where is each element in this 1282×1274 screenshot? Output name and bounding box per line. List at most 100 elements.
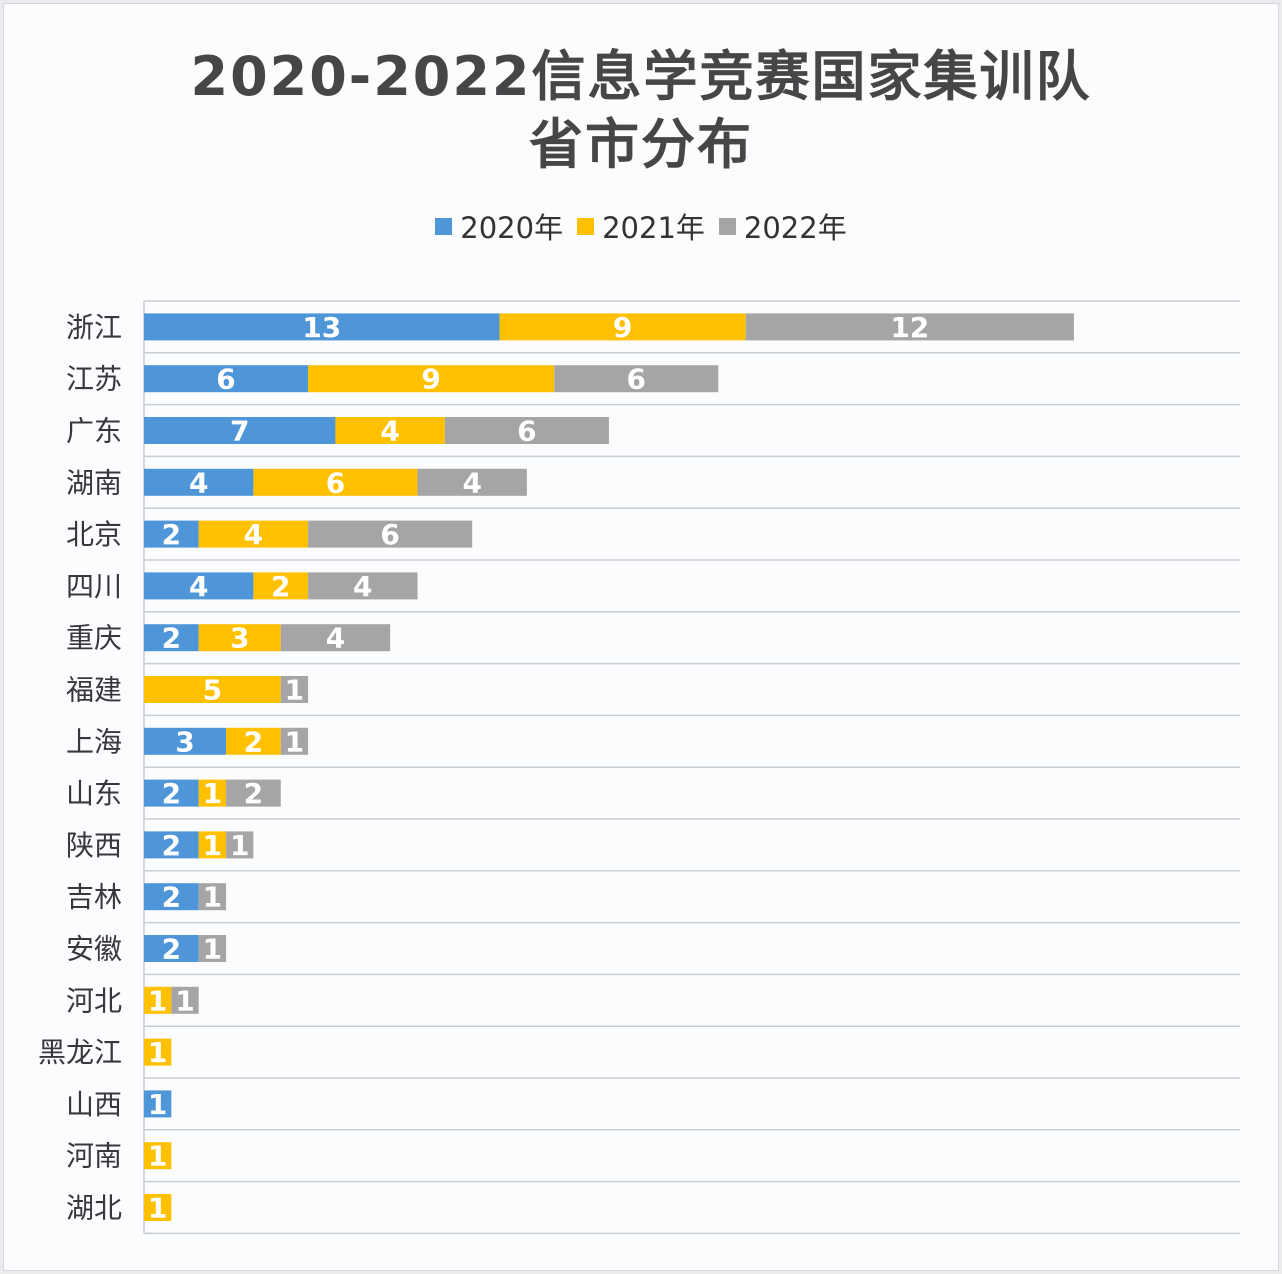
bar-segment-2021年 — [144, 1142, 172, 1170]
legend-label-2021: 2021年 — [602, 211, 705, 245]
y-tick-label: 四川 — [66, 570, 122, 603]
data-label: 1 — [230, 829, 249, 862]
y-tick-label: 河北 — [66, 984, 122, 1017]
bar-segment-2021年 — [499, 313, 746, 341]
legend-swatch-2020 — [435, 217, 453, 235]
bar-segment-2022年 — [280, 676, 309, 703]
data-label: 1 — [148, 1088, 167, 1121]
data-label: 1 — [148, 984, 167, 1017]
data-label: 1 — [285, 674, 304, 707]
y-tick-label: 浙江 — [66, 311, 122, 344]
y-tick-label: 江苏 — [66, 363, 122, 396]
data-label: 9 — [613, 311, 632, 344]
bar-segment-2022年 — [198, 883, 227, 911]
bar-segment-2021年 — [253, 572, 309, 600]
bar-segment-2022年 — [280, 624, 391, 652]
data-label: 1 — [148, 1192, 167, 1225]
data-label: 6 — [326, 466, 345, 499]
data-label: 12 — [890, 311, 929, 344]
data-label: 2 — [162, 881, 181, 914]
legend-swatch-2022 — [718, 217, 736, 235]
bar-segment-2020年 — [144, 935, 199, 962]
bar-segment-2021年 — [198, 520, 309, 548]
data-label: 6 — [380, 518, 399, 551]
bar-segment-2020年 — [144, 520, 199, 548]
y-tick-label: 安徽 — [66, 933, 122, 966]
bar-segment-2022年 — [554, 365, 719, 393]
bar-segment-2022年 — [198, 935, 227, 962]
data-label: 7 — [230, 415, 249, 448]
bar-segment-2021年 — [253, 468, 418, 496]
data-label: 4 — [189, 466, 208, 499]
bar-segment-2021年 — [335, 417, 445, 444]
y-tick-label: 广东 — [66, 415, 122, 448]
data-label: 1 — [203, 777, 222, 810]
data-label: 6 — [627, 363, 646, 396]
bar-segment-2021年 — [144, 676, 281, 703]
data-label: 1 — [148, 1140, 167, 1173]
y-tick-label: 黑龙江 — [38, 1036, 122, 1069]
legend-item-2022: 2022年 — [718, 205, 847, 247]
data-label: 13 — [302, 311, 341, 344]
data-label: 1 — [203, 933, 222, 966]
data-label: 2 — [162, 518, 181, 551]
data-label: 1 — [203, 881, 222, 914]
bar-segment-2022年 — [171, 986, 199, 1014]
data-label: 2 — [162, 777, 181, 810]
bar-segment-2021年 — [144, 1194, 172, 1221]
legend-item-2020: 2020年 — [435, 205, 563, 247]
data-label: 5 — [203, 674, 222, 707]
y-tick-label: 湖北 — [66, 1192, 122, 1225]
bar-segment-2020年 — [144, 727, 227, 755]
data-label: 4 — [244, 518, 263, 551]
data-label: 1 — [175, 984, 194, 1017]
data-label: 9 — [421, 363, 440, 396]
y-tick-label: 上海 — [66, 725, 122, 758]
y-tick-label: 山东 — [66, 777, 122, 810]
chart-subtitle: 省市分布 — [529, 113, 753, 176]
y-tick-label: 福建 — [66, 674, 122, 707]
y-tick-label: 山西 — [66, 1088, 122, 1121]
bar-segment-2021年 — [198, 831, 227, 859]
bar-segment-2022年 — [417, 468, 527, 496]
legend-label-2022: 2022年 — [743, 211, 847, 245]
bar-segment-2021年 — [144, 986, 172, 1014]
data-label: 2 — [162, 829, 181, 862]
bar-segment-2022年 — [444, 417, 609, 444]
y-tick-label: 重庆 — [66, 622, 122, 655]
data-label: 2 — [244, 725, 263, 758]
bar-segment-2021年 — [198, 779, 227, 807]
data-label: 1 — [285, 725, 304, 758]
legend-label-2020: 2020年 — [460, 211, 564, 245]
data-label: 6 — [216, 363, 235, 396]
data-label: 1 — [148, 1036, 167, 1069]
data-label: 4 — [380, 415, 399, 448]
bar-segment-2020年 — [144, 831, 199, 859]
bar-segment-2020年 — [144, 624, 199, 652]
data-label: 4 — [353, 570, 372, 603]
legend: 2020年 2021年 2022年 — [0, 205, 1282, 247]
bar-segment-2020年 — [144, 417, 336, 444]
bar-segment-2020年 — [144, 572, 254, 600]
bar-segment-2022年 — [226, 831, 254, 859]
y-tick-label: 湖南 — [66, 466, 122, 499]
legend-swatch-2021 — [577, 217, 595, 235]
y-tick-label: 陕西 — [66, 829, 122, 862]
data-label: 4 — [462, 466, 481, 499]
bar-segment-2022年 — [280, 727, 309, 755]
legend-item-2021: 2021年 — [577, 205, 705, 247]
bar-segment-2020年 — [144, 779, 199, 807]
bar-segment-2021年 — [198, 624, 281, 652]
bar-segment-2020年 — [144, 883, 199, 911]
data-label: 3 — [175, 725, 194, 758]
data-label: 3 — [230, 622, 249, 655]
y-tick-label: 吉林 — [66, 881, 122, 914]
bar-segment-2022年 — [226, 779, 281, 807]
data-label: 2 — [162, 933, 181, 966]
chart-title: 2020-2022信息学竞赛国家集训队 — [190, 45, 1092, 108]
y-tick-label: 河南 — [66, 1140, 122, 1173]
bar-segment-2021年 — [308, 365, 555, 393]
data-label: 6 — [517, 415, 536, 448]
data-label: 4 — [326, 622, 345, 655]
